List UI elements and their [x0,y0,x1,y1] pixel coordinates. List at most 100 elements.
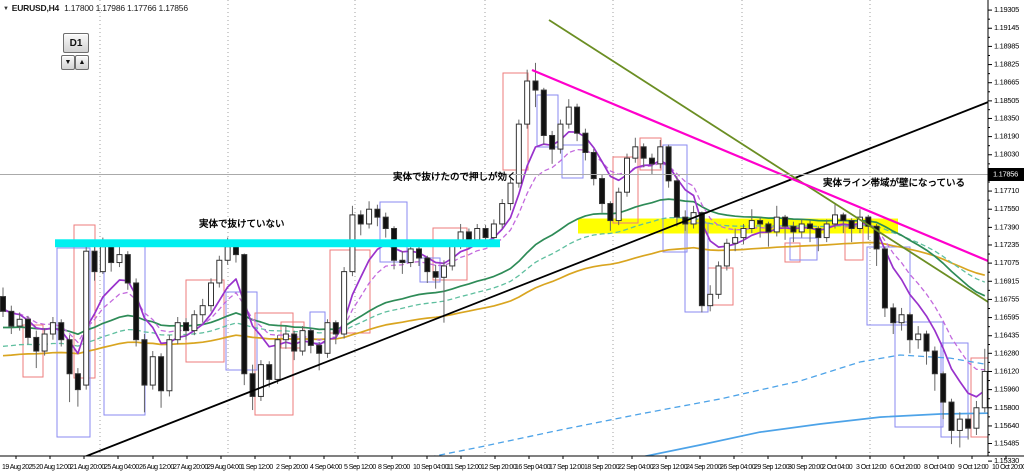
price-tick-label: 1.17710 [994,186,1019,195]
candle-bull [898,314,905,324]
candle-bull [499,203,506,225]
candle-bear [848,220,855,230]
candle-bull [224,246,231,261]
candle-bear [432,271,439,278]
candle-bear [382,216,389,230]
scroll-up-button[interactable]: ▲ [75,55,89,70]
price-tick-label: 1.17235 [994,240,1019,249]
time-tick-label: 1 Sep 12:00 [241,464,273,471]
scroll-down-button[interactable]: ▼ [61,55,75,70]
candle-bear [807,223,814,230]
candle-bull [407,248,414,264]
candle-bear [940,373,947,403]
candle-bear [416,248,422,259]
down-arrow-icon: ▼ [64,59,72,66]
candle-bull [83,250,90,386]
ascending-trendline-black [84,101,988,456]
annotation-body-line-zone-wall: 実体ライン帯域が壁になっている [823,178,966,189]
candle-bull [856,216,863,230]
candle-bear [890,307,897,324]
candle-bull [832,214,838,225]
price-tick-label: 1.16915 [994,276,1019,285]
candle-bull [981,370,988,409]
candle-bull [615,191,622,222]
candle-bear [424,257,431,273]
candle-bear [66,339,73,375]
pattern-box-blue [561,144,584,179]
candle-bull [191,314,198,332]
trendlines-layer [84,19,988,456]
candle-bear [108,246,115,264]
candle-bull [490,223,497,239]
candle-bear [698,212,705,307]
candle-bull [740,228,747,239]
descending-trendline-olive [548,19,988,303]
candle-bear [183,322,190,332]
candle-bear [865,216,872,227]
price-tick-label: 1.16595 [994,313,1019,322]
price-tick-label: 1.15330 [994,456,1019,465]
candle-bull [257,364,264,397]
candle-bear [33,336,40,352]
price-tick-label: 1.18825 [994,60,1019,69]
timeframe-d1-button[interactable]: D1 [63,33,89,53]
candle-bear [399,259,406,264]
candle-bull [515,123,522,184]
candle-bull [798,223,805,233]
candle-bear [881,248,888,309]
candle-bear [540,89,547,136]
candle-bear [482,228,489,239]
candle-bear [374,208,381,218]
candle-bear [782,216,789,227]
symbol-period-label: EURUSD,H4 [11,3,60,13]
time-tick-label: 2 Sep 20:00 [276,464,308,471]
candle-bear [840,214,847,222]
candle-bull [915,333,922,341]
pattern-box-red [254,312,294,416]
time-tick-label: 5 Sep 12:00 [344,464,376,471]
up-arrow-icon: ▲ [78,59,86,66]
price-tick-label: 1.16755 [994,294,1019,303]
time-tick-label: 25 Aug 04:00 [104,464,139,471]
ema-mid-green [3,198,986,336]
candle-bull [440,265,447,278]
time-tick-label: 29 Sep 12:00 [754,464,790,471]
price-tick-label: 1.19305 [994,5,1019,14]
candle-bear [790,225,797,233]
slow-ma-blue-dashed [431,354,988,456]
candle-bear [815,228,822,239]
candle-bear [673,180,680,218]
candle-bull [166,339,173,392]
pattern-box-blue [379,201,408,263]
time-tick-label: 20 Aug 12:00 [36,464,71,471]
highlight-bands-over [55,239,500,248]
candle-bear [906,314,913,341]
price-tick-label: 1.18985 [994,41,1019,50]
candle-bull [282,333,289,341]
candle-bear [316,344,323,354]
candle-bull [624,157,630,193]
time-tick-label: 11 Sep 12:00 [447,464,482,471]
pattern-box-blue [789,237,818,261]
candle-bear [0,296,6,312]
price-tick-label: 1.18030 [994,150,1019,159]
price-tick-label: 1.17390 [994,222,1019,231]
price-tick-label: 1.18190 [994,132,1019,141]
candle-bear [465,231,472,241]
time-tick-label: 21 Aug 20:00 [70,464,105,471]
candle-bull [174,322,181,341]
price-tick-label: 1.18505 [994,96,1019,105]
price-tick-label: 1.17075 [994,258,1019,267]
time-tick-label: 2 Oct 04:00 [822,464,853,471]
symbol-dropdown-icon[interactable]: ▼ [3,6,9,12]
candle-bear [124,254,131,284]
candle-bull [707,293,714,307]
time-tick-label: 9 Oct 12:00 [958,464,989,471]
candle-bear [357,214,364,225]
candle-bear [640,146,647,159]
annotation-body-breakout-pullback: 実体で抜けたので押しが効く [393,172,517,183]
pattern-box-red [432,227,468,281]
time-tick-label: 27 Aug 20:00 [173,464,208,471]
